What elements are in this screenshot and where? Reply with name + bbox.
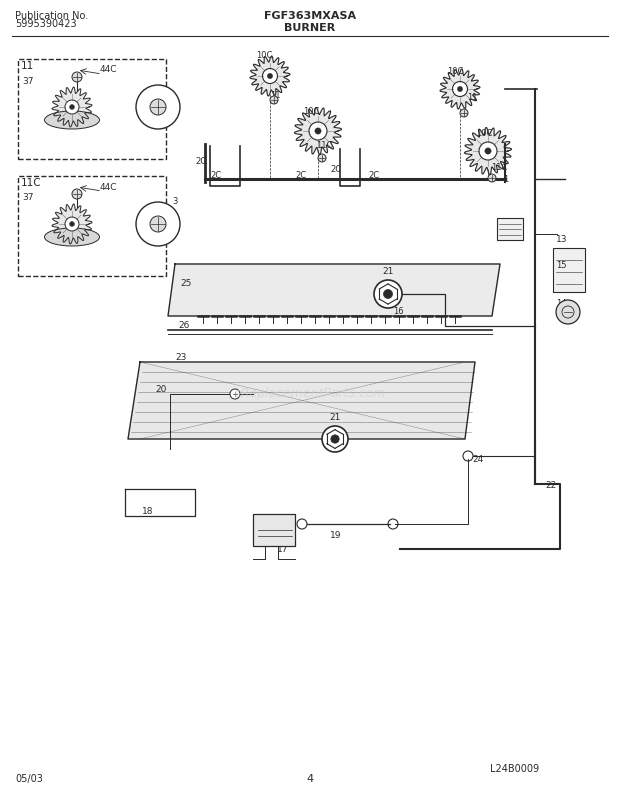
Circle shape xyxy=(374,280,402,308)
Text: 18: 18 xyxy=(142,507,154,515)
Ellipse shape xyxy=(45,111,99,129)
Text: 2C: 2C xyxy=(210,172,221,180)
Text: 17: 17 xyxy=(277,545,288,553)
Text: 05/03: 05/03 xyxy=(15,774,43,784)
Text: 3: 3 xyxy=(172,198,177,206)
Text: 10C: 10C xyxy=(256,52,272,60)
Text: 24: 24 xyxy=(472,454,483,464)
Text: 10C: 10C xyxy=(447,67,463,76)
Text: 2C: 2C xyxy=(368,172,379,180)
Bar xyxy=(18,176,166,276)
Text: 4: 4 xyxy=(306,774,314,784)
Circle shape xyxy=(230,389,240,399)
Circle shape xyxy=(65,100,79,114)
Polygon shape xyxy=(52,204,92,244)
Polygon shape xyxy=(294,107,342,155)
Circle shape xyxy=(315,128,321,134)
Circle shape xyxy=(136,202,180,246)
Bar xyxy=(18,59,166,159)
Text: 11C: 11C xyxy=(316,141,332,151)
Circle shape xyxy=(150,216,166,232)
Text: 1: 1 xyxy=(503,175,508,184)
Text: 11C: 11C xyxy=(21,178,42,188)
Text: 47: 47 xyxy=(146,115,157,125)
Circle shape xyxy=(460,109,468,117)
Ellipse shape xyxy=(45,228,99,246)
Circle shape xyxy=(318,154,326,162)
Text: 21: 21 xyxy=(383,267,394,276)
Text: 2C: 2C xyxy=(330,164,341,174)
Text: 47: 47 xyxy=(146,233,157,241)
Text: 10C: 10C xyxy=(476,129,492,138)
Text: 44C: 44C xyxy=(100,65,118,75)
Text: 11: 11 xyxy=(270,91,280,99)
Polygon shape xyxy=(52,87,92,127)
Text: 13: 13 xyxy=(556,234,567,244)
Text: 11: 11 xyxy=(21,61,34,71)
Text: Publication No.: Publication No. xyxy=(15,11,88,21)
Circle shape xyxy=(65,217,79,231)
Text: eReplacementParts.com: eReplacementParts.com xyxy=(234,387,386,400)
Circle shape xyxy=(72,189,82,199)
Circle shape xyxy=(488,174,496,182)
Text: 6: 6 xyxy=(497,230,502,240)
Circle shape xyxy=(322,426,348,452)
Text: 19: 19 xyxy=(330,531,342,541)
Circle shape xyxy=(309,122,327,140)
Text: 25: 25 xyxy=(180,279,192,288)
Text: 14: 14 xyxy=(556,299,567,309)
Polygon shape xyxy=(250,56,290,96)
Circle shape xyxy=(270,96,278,104)
Text: 44C: 44C xyxy=(100,183,118,191)
Text: 10C: 10C xyxy=(303,107,319,117)
Polygon shape xyxy=(464,128,512,175)
Bar xyxy=(553,248,585,292)
Text: 37: 37 xyxy=(22,76,33,86)
Circle shape xyxy=(384,290,392,299)
Text: BURNER: BURNER xyxy=(285,23,335,33)
Circle shape xyxy=(69,222,74,226)
Circle shape xyxy=(262,68,278,83)
Polygon shape xyxy=(168,264,500,316)
Text: 5995390423: 5995390423 xyxy=(15,19,77,29)
Text: 26: 26 xyxy=(178,322,189,330)
Text: 20: 20 xyxy=(155,384,166,394)
Text: 2C: 2C xyxy=(295,172,306,180)
Circle shape xyxy=(331,435,339,443)
Circle shape xyxy=(136,85,180,129)
Text: 22: 22 xyxy=(545,481,556,491)
Circle shape xyxy=(458,87,463,91)
Text: FGF363MXASA: FGF363MXASA xyxy=(264,11,356,21)
Circle shape xyxy=(72,72,82,82)
Text: 2C: 2C xyxy=(195,157,206,167)
Bar xyxy=(253,514,295,546)
Bar xyxy=(497,218,523,240)
Text: 23: 23 xyxy=(175,353,187,361)
Polygon shape xyxy=(128,362,475,439)
Text: 16: 16 xyxy=(393,307,404,317)
Circle shape xyxy=(556,300,580,324)
Circle shape xyxy=(150,99,166,115)
Text: 15: 15 xyxy=(556,261,567,271)
Text: 11C: 11C xyxy=(491,164,507,172)
Circle shape xyxy=(69,105,74,110)
Text: 21: 21 xyxy=(329,413,340,422)
Text: L24B0009: L24B0009 xyxy=(490,764,539,774)
Polygon shape xyxy=(440,69,480,109)
Text: 11: 11 xyxy=(467,92,477,102)
Circle shape xyxy=(479,142,497,160)
Circle shape xyxy=(485,148,491,154)
Text: 37: 37 xyxy=(22,194,33,202)
Circle shape xyxy=(453,82,467,97)
Circle shape xyxy=(267,73,273,79)
